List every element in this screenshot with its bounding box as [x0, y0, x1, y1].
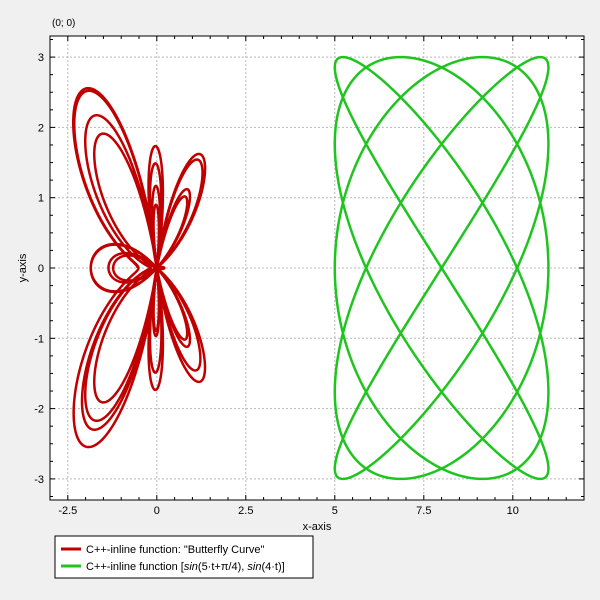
- y-tick-label: 0: [38, 263, 44, 275]
- legend-part-arg2: (4·t): [261, 561, 281, 573]
- x-tick-label: 10: [507, 505, 519, 517]
- legend-part-prefix: C++-inline function [: [86, 561, 184, 573]
- legend-part-sin1: sin: [184, 561, 198, 573]
- legend-part-suffix: ]: [282, 561, 285, 573]
- coordinate-readout: (0; 0): [52, 18, 75, 29]
- y-tick-label: -2: [34, 404, 44, 416]
- y-tick-label: -3: [34, 474, 44, 486]
- series-layer: [71, 55, 550, 481]
- series-line-lissajous: [333, 55, 550, 481]
- x-axis-label: x-axis: [303, 521, 332, 533]
- x-tick-label: 2.5: [238, 505, 253, 517]
- x-tick-label: 5: [332, 505, 338, 517]
- y-tick-label: 3: [38, 52, 44, 64]
- series-line-butterfly: [71, 86, 207, 449]
- legend-box: [54, 535, 314, 579]
- x-tick-label: 7.5: [416, 505, 431, 517]
- x-tick-label: -2.5: [58, 505, 77, 517]
- y-tick-label: 2: [38, 122, 44, 134]
- legend-part-arg1: (5·t+π/4),: [198, 561, 244, 573]
- legend-label-lissajous: C++-inline function [sin(5·t+π/4), sin(4…: [86, 561, 285, 573]
- y-tick-label: -1: [34, 333, 44, 345]
- ticks: -2.5 0 2.5 5 7.5 10 -3 -2 -1 0 1 2 3: [34, 36, 585, 517]
- legend-label-butterfly: C++-inline function: "Butterfly Curve": [86, 544, 264, 556]
- legend: C++-inline function: "Butterfly Curve" C…: [54, 535, 314, 579]
- x-tick-label: 0: [154, 505, 160, 517]
- legend-part-sin2: sin: [247, 561, 261, 573]
- y-tick-label: 1: [38, 193, 44, 205]
- y-axis-label: y-axis: [17, 253, 29, 282]
